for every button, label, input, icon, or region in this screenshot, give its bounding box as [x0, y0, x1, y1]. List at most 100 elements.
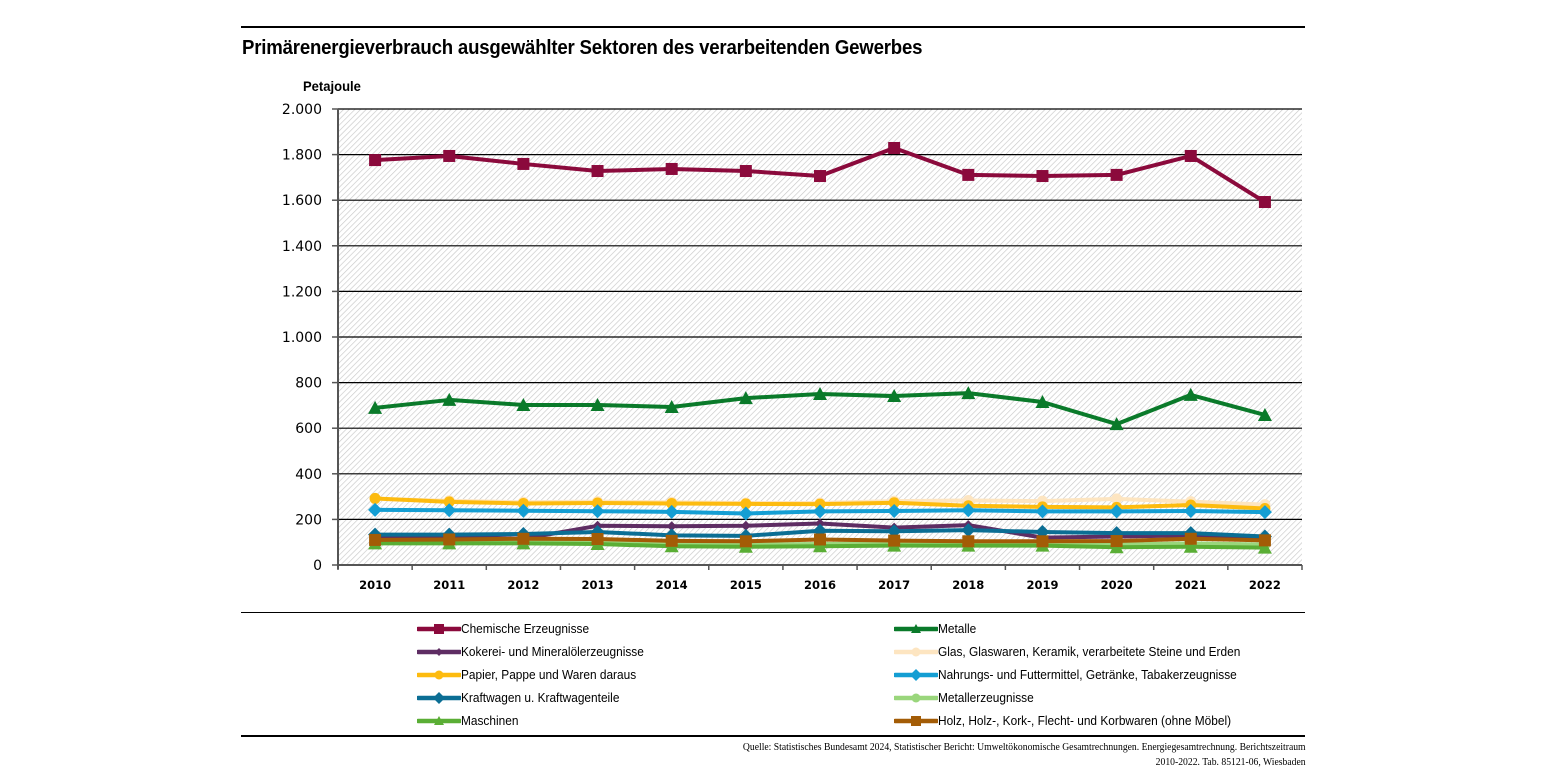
- line-chart: 0 200 400 600 800 1.000 1.200 1.400 1.600 1.800 2.…: [282, 102, 1303, 592]
- y-tick-label: 0: [313, 558, 322, 574]
- data-point: [740, 498, 752, 510]
- data-point: [1257, 407, 1272, 421]
- data-point: [739, 535, 752, 548]
- legend-item: Kraftwagen u. Kraftwagenteile: [417, 689, 628, 707]
- y-tick-label: 200: [295, 512, 322, 528]
- data-point: [888, 141, 901, 154]
- legend-label: Holz, Holz-, Kork-, Flecht- und Korbware…: [938, 714, 1232, 728]
- y-tick-label: 800: [295, 376, 322, 392]
- legend-label: Metallerzeugnisse: [938, 691, 1034, 705]
- source-note: Quelle: Statistisches Bundesamt 2024, St…: [743, 740, 1306, 770]
- top-rule: [241, 26, 1305, 28]
- data-point: [814, 170, 826, 183]
- data-point: [887, 503, 902, 518]
- data-point: [961, 503, 976, 518]
- data-point: [590, 504, 605, 519]
- data-point: [813, 504, 827, 519]
- x-tick-label: 2016: [804, 578, 836, 592]
- data-point: [517, 157, 530, 170]
- data-point: [666, 521, 677, 532]
- data-point: [1257, 505, 1272, 520]
- data-point: [664, 504, 679, 519]
- data-point: [1109, 504, 1124, 519]
- data-point: [516, 397, 531, 411]
- y-tick-label: 2.000: [282, 102, 322, 118]
- data-point: [442, 392, 457, 406]
- legend-label: Kraftwagen u. Kraftwagenteile: [461, 691, 620, 705]
- data-point: [738, 506, 753, 521]
- legend-item: Papier, Pappe und Waren daraus: [417, 666, 645, 684]
- data-point: [1184, 532, 1197, 545]
- data-point: [664, 399, 679, 413]
- data-point: [814, 498, 826, 510]
- series-0: [369, 141, 1271, 209]
- data-point: [1035, 504, 1050, 519]
- data-point: [887, 389, 902, 403]
- legend-swatch-icon: [894, 716, 938, 726]
- legend-item: Nahrungs- und Futtermittel, Getränke, Ta…: [894, 666, 1253, 684]
- legend-label: Kokerei- und Mineralölerzeugnisse: [461, 645, 644, 659]
- data-point: [1183, 503, 1198, 518]
- data-point: [369, 533, 382, 546]
- x-tick-label: 2011: [433, 578, 465, 592]
- data-point: [443, 149, 456, 162]
- legend-swatch-icon: [894, 624, 938, 633]
- data-point: [517, 532, 530, 545]
- legend-item: Holz, Holz-, Kork-, Flecht- und Korbware…: [894, 712, 1246, 730]
- legend-item: Maschinen: [417, 712, 521, 730]
- data-point: [1036, 170, 1049, 183]
- legend-swatch-icon: [894, 647, 938, 657]
- data-point: [443, 496, 455, 508]
- x-tick-label: 2018: [952, 578, 984, 592]
- data-point: [516, 503, 531, 518]
- x-tick-label: 2022: [1249, 578, 1281, 592]
- data-point: [814, 533, 826, 546]
- legend-divider: [241, 612, 1305, 613]
- data-point: [1110, 168, 1123, 181]
- data-point: [962, 535, 975, 548]
- data-point: [665, 534, 678, 547]
- data-point: [739, 165, 752, 178]
- legend-swatch-icon: [417, 624, 461, 634]
- data-point: [517, 497, 529, 509]
- legend-swatch-icon: [417, 648, 461, 656]
- legend-swatch-icon: [894, 669, 938, 681]
- x-tick-label: 2010: [359, 578, 391, 592]
- x-tick-label: 2014: [656, 578, 688, 592]
- series-9: [369, 532, 1271, 548]
- y-tick-label: 600: [295, 421, 322, 437]
- data-point: [888, 534, 901, 547]
- data-point: [591, 533, 604, 546]
- chart-title: Primärenergieverbrauch ausgewählter Sekt…: [242, 37, 923, 59]
- legend-swatch-icon: [417, 716, 461, 725]
- y-tick-label: 400: [295, 467, 322, 483]
- data-point: [1110, 535, 1123, 548]
- legend-label: Metalle: [938, 622, 977, 636]
- y-tick-label: 1.000: [282, 330, 322, 346]
- y-axis-unit-label: Petajoule: [303, 78, 361, 94]
- data-point: [1257, 540, 1272, 554]
- data-point: [369, 492, 381, 504]
- legend-item: Metallerzeugnisse: [894, 689, 1039, 707]
- data-point: [1111, 493, 1123, 505]
- source-line-1: Quelle: Statistisches Bundesamt 2024, St…: [743, 742, 1306, 753]
- data-point: [1258, 196, 1271, 209]
- legend-label: Nahrungs- und Futtermittel, Getränke, Ta…: [938, 668, 1237, 682]
- x-tick-label: 2012: [507, 578, 539, 592]
- data-point: [443, 533, 456, 546]
- data-point: [1183, 387, 1198, 401]
- data-point: [1183, 539, 1198, 553]
- legend-item: Kokerei- und Mineralölerzeugnisse: [417, 643, 653, 661]
- data-point: [369, 154, 382, 167]
- data-point: [590, 397, 605, 411]
- data-point: [962, 168, 975, 181]
- legend-swatch-icon: [894, 693, 938, 703]
- x-tick-label: 2013: [582, 578, 614, 592]
- legend-label: Papier, Pappe und Waren daraus: [461, 668, 637, 682]
- data-point: [1184, 149, 1197, 162]
- y-tick-label: 1.200: [282, 284, 322, 300]
- data-point: [1036, 535, 1049, 548]
- data-point: [740, 520, 751, 531]
- data-point: [1035, 394, 1050, 408]
- source-line-2: 2010-2022. Tab. 85121-06, Wiesbaden: [1156, 757, 1306, 768]
